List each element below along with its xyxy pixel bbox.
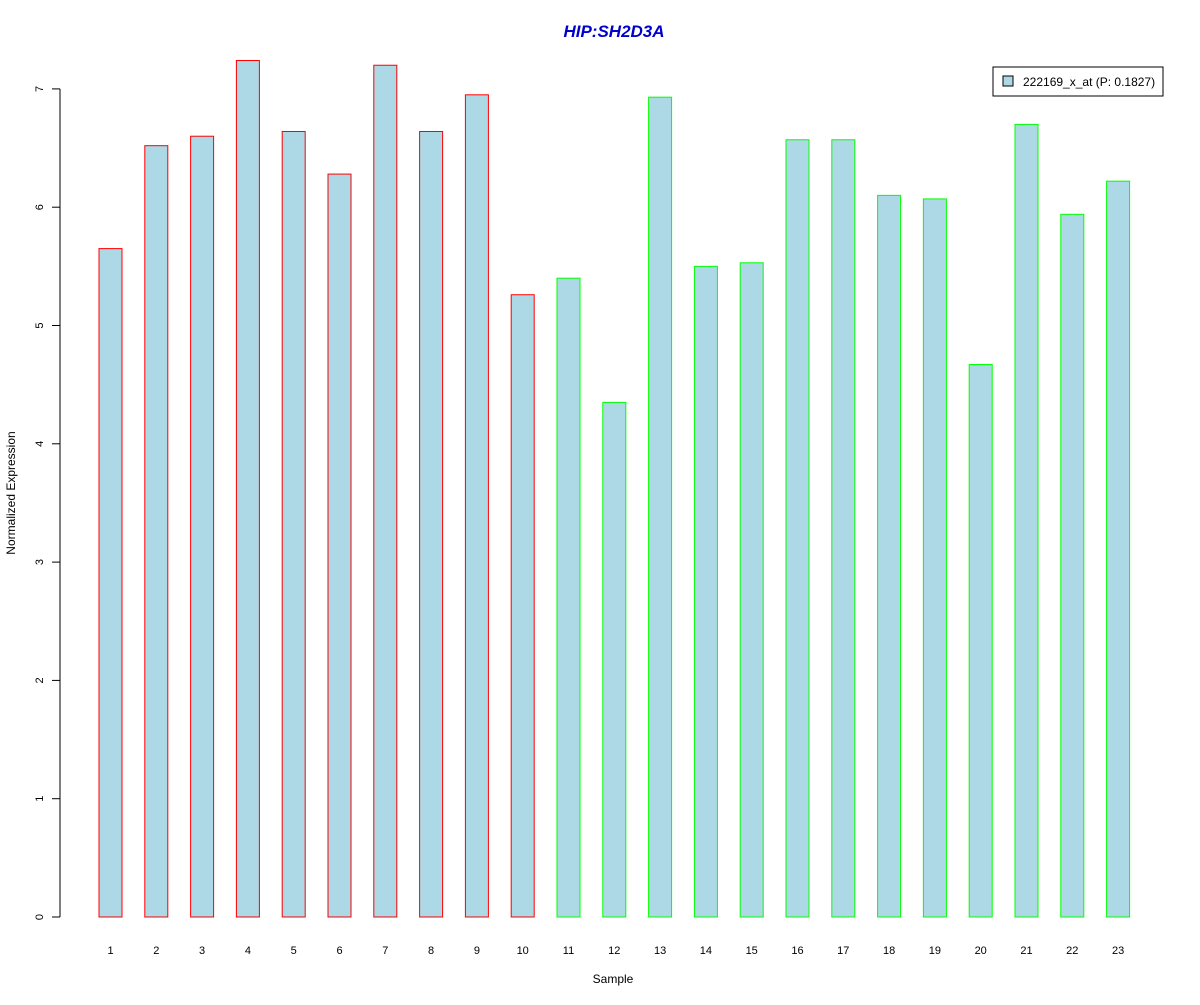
x-tick-label: 15 xyxy=(746,945,758,957)
bar-sample-23 xyxy=(1106,180,1131,918)
x-tick-label: 13 xyxy=(654,945,666,957)
x-tick-label: 6 xyxy=(336,945,342,957)
x-tick-label: 5 xyxy=(291,945,297,957)
bar-sample-18 xyxy=(877,194,902,918)
bar-sample-22 xyxy=(1060,213,1085,918)
x-tick-label: 3 xyxy=(199,945,205,957)
bar-sample-6 xyxy=(327,173,352,918)
bar-sample-14 xyxy=(693,265,718,918)
y-tick-label: 1 xyxy=(34,796,46,802)
bar-sample-10 xyxy=(510,294,535,918)
x-tick-label: 4 xyxy=(245,945,251,957)
bar-sample-1 xyxy=(98,248,123,918)
bar-sample-16 xyxy=(785,139,810,918)
x-tick-label: 21 xyxy=(1020,945,1032,957)
y-axis: 0 1 2 3 4 5 6 7 xyxy=(34,86,61,920)
y-tick-label: 2 xyxy=(34,677,46,683)
y-tick-label: 0 xyxy=(34,914,46,920)
x-tick-label: 16 xyxy=(791,945,803,957)
y-tick-label: 7 xyxy=(34,86,46,92)
bar-sample-11 xyxy=(556,277,581,918)
bar-sample-19 xyxy=(922,198,947,918)
x-tick-label: 11 xyxy=(563,945,574,957)
x-tick-label: 10 xyxy=(517,945,529,957)
legend-series-name: 222169_x_at (P: 0.1827) xyxy=(1023,75,1155,89)
bar-sample-7 xyxy=(373,64,398,918)
x-axis-label: Sample xyxy=(593,972,634,986)
bar-sample-15 xyxy=(739,262,764,918)
x-tick-label: 14 xyxy=(700,945,712,957)
bar-sample-9 xyxy=(464,94,489,918)
bar-sample-8 xyxy=(419,130,444,918)
x-tick-label: 18 xyxy=(883,945,895,957)
x-tick-label: 1 xyxy=(107,945,113,957)
bar-sample-17 xyxy=(831,139,856,918)
bar-sample-4 xyxy=(235,60,260,918)
y-tick-label: 4 xyxy=(34,441,46,447)
x-tick-label: 2 xyxy=(153,945,159,957)
bar-sample-2 xyxy=(144,145,169,918)
y-tick-label: 3 xyxy=(34,559,46,565)
legend-swatch xyxy=(1002,75,1014,87)
y-tick-label: 6 xyxy=(34,204,46,210)
x-tick-label: 22 xyxy=(1066,945,1078,957)
bar-sample-13 xyxy=(648,96,673,918)
x-tick-label: 7 xyxy=(382,945,388,957)
bars-group xyxy=(98,60,1131,918)
legend: 222169_x_at (P: 0.1827) xyxy=(992,66,1164,97)
y-axis-label: Normalized Expression xyxy=(4,431,18,554)
x-tick-label: 12 xyxy=(608,945,620,957)
x-tick-label: 9 xyxy=(474,945,480,957)
x-tick-label: 17 xyxy=(837,945,849,957)
x-axis-tick-labels: 1 2 3 4 5 6 7 8 9 10 11 12 13 14 15 16 17 18 19 20 21 22 23 xyxy=(107,945,1124,957)
bar-sample-3 xyxy=(190,135,215,918)
bar-sample-5 xyxy=(281,130,306,918)
bar-sample-21 xyxy=(1014,123,1039,918)
x-tick-label: 23 xyxy=(1112,945,1124,957)
y-tick-label: 5 xyxy=(34,322,46,328)
x-tick-label: 19 xyxy=(929,945,941,957)
x-tick-label: 8 xyxy=(428,945,434,957)
bar-sample-20 xyxy=(968,364,993,918)
x-tick-label: 20 xyxy=(975,945,987,957)
legend-box xyxy=(992,66,1164,97)
chart-title: HIP:SH2D3A xyxy=(563,22,664,41)
bar-sample-12 xyxy=(602,401,627,918)
